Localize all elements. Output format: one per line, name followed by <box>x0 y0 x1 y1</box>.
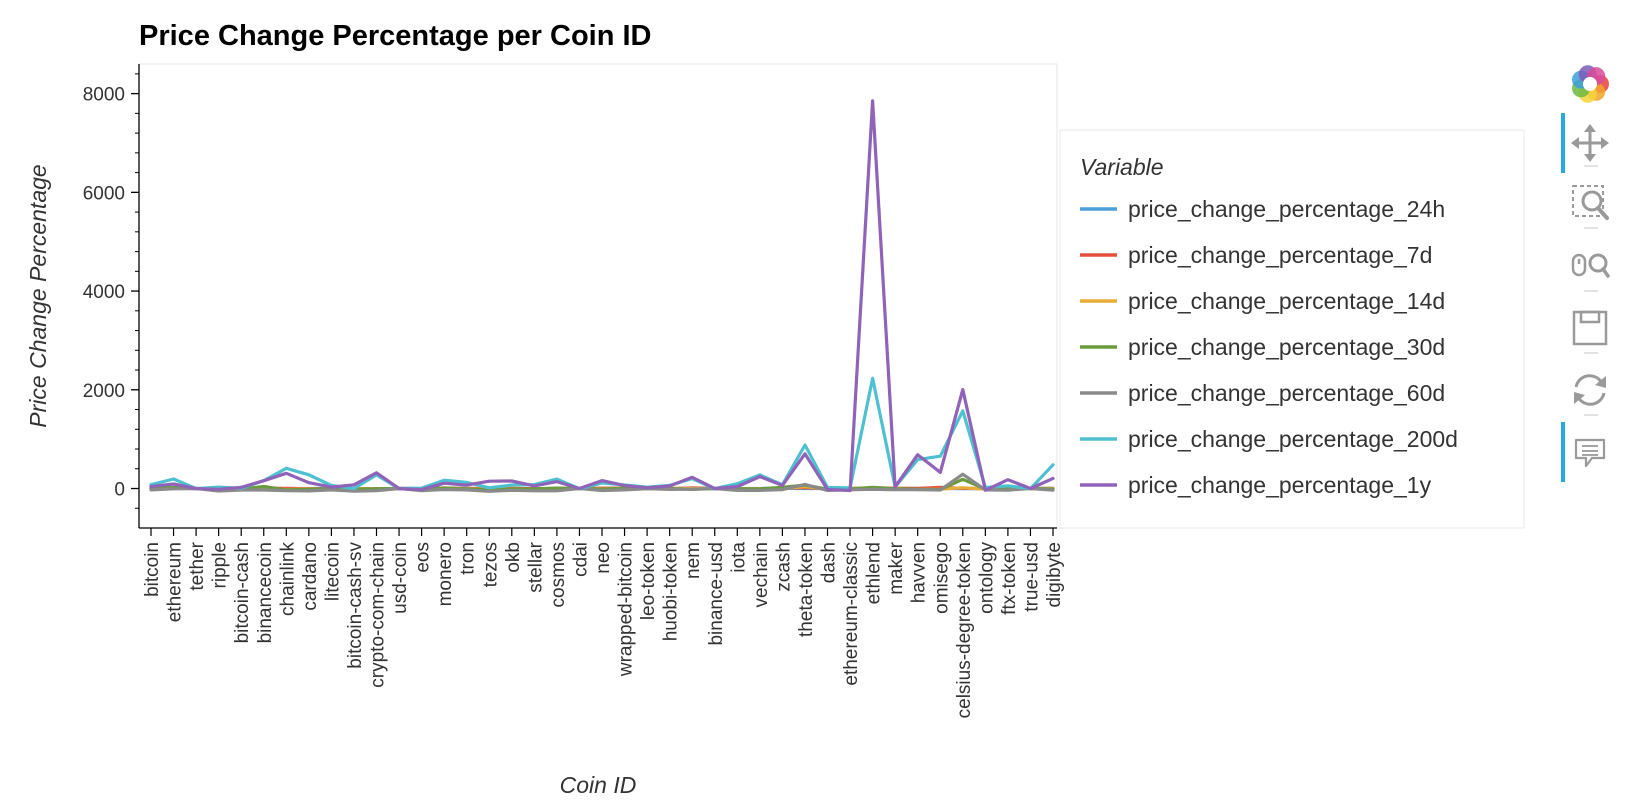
x-tick-label: tezos <box>480 542 501 587</box>
x-tick-label: zcash <box>773 542 794 592</box>
y-tick-label: 6000 <box>83 183 125 204</box>
x-tick-label: ethereum <box>165 542 186 622</box>
legend-label: price_change_percentage_200d <box>1128 426 1458 452</box>
x-tick-label: vechain <box>751 542 772 608</box>
legend-item[interactable]: price_change_percentage_60d <box>1080 380 1445 406</box>
bokeh-logo-icon[interactable] <box>1560 56 1622 112</box>
legend-title: Variable <box>1080 154 1164 180</box>
legend-label: price_change_percentage_60d <box>1128 380 1445 406</box>
x-tick-label: chainlink <box>277 542 298 616</box>
y-axis-label: Price Change Percentage <box>25 164 51 427</box>
x-tick-label: true-usd <box>1021 542 1042 612</box>
x-tick-label: bitcoin-cash <box>232 542 253 643</box>
hover-icon[interactable] <box>1560 414 1622 482</box>
legend-label: price_change_percentage_14d <box>1128 288 1445 314</box>
x-tick-label: ftx-token <box>999 542 1020 615</box>
box-zoom-icon[interactable] <box>1560 165 1622 231</box>
x-tick-label: tron <box>458 542 479 575</box>
x-tick-label: cosmos <box>548 542 569 607</box>
x-tick-label: theta-token <box>796 542 817 637</box>
y-tick-label: 2000 <box>83 381 125 402</box>
x-tick-label: monero <box>435 542 456 606</box>
x-tick-label: maker <box>886 541 907 594</box>
legend-label: price_change_percentage_30d <box>1128 334 1445 360</box>
x-tick-label: iota <box>728 542 749 573</box>
legend-item[interactable]: price_change_percentage_7d <box>1080 242 1432 268</box>
legend-box <box>1059 129 1525 529</box>
legend-label: price_change_percentage_1y <box>1128 472 1432 498</box>
x-tick-label: wrapped-bitcoin <box>616 542 637 677</box>
toolbar <box>1560 56 1622 482</box>
save-icon[interactable] <box>1560 290 1622 356</box>
chart-title: Price Change Percentage per Coin ID <box>139 20 651 52</box>
plot-area[interactable] <box>138 63 1058 529</box>
x-tick-label: stellar <box>525 541 546 592</box>
legend: Variable price_change_percentage_24hpric… <box>1059 129 1525 529</box>
x-axis: bitcoin ethereum tether ripple bitcoin-cash b… <box>139 527 1065 718</box>
y-tick-label: 4000 <box>83 282 125 303</box>
x-tick-label: huobi-token <box>661 542 682 641</box>
pan-icon[interactable] <box>1560 113 1622 173</box>
x-tick-label: ethereum-classic <box>841 542 862 686</box>
x-tick-label: ethlend <box>864 542 885 604</box>
x-tick-label: leo-token <box>638 542 659 620</box>
legend-label: price_change_percentage_24h <box>1128 196 1445 222</box>
x-tick-label: dash <box>819 542 840 583</box>
x-tick-label: neo <box>593 542 614 574</box>
x-tick-label: litecoin <box>322 542 343 601</box>
legend-item[interactable]: price_change_percentage_200d <box>1080 426 1458 452</box>
x-tick-label: cardano <box>300 542 321 611</box>
y-axis: 0 2000 4000 6000 8000 <box>83 64 140 528</box>
x-tick-label: havven <box>909 542 930 603</box>
x-tick-label: tether <box>187 541 208 590</box>
y-tick-label: 0 <box>114 480 125 501</box>
x-tick-label: okb <box>503 542 524 573</box>
legend-item[interactable]: price_change_percentage_24h <box>1080 196 1445 222</box>
wheel-zoom-icon[interactable] <box>1560 227 1622 293</box>
x-tick-label: nem <box>683 542 704 579</box>
x-tick-label: usd-coin <box>390 542 411 614</box>
series-layer <box>149 99 1055 493</box>
y-tick-label: 8000 <box>83 85 125 106</box>
series-line-price_change_percentage_60d[interactable] <box>149 472 1055 493</box>
x-tick-label: binancecoin <box>255 542 276 643</box>
x-tick-label: digibyte <box>1044 542 1065 608</box>
x-tick-label: binance-usd <box>706 542 727 646</box>
x-tick-label: ripple <box>210 542 231 588</box>
legend-item[interactable]: price_change_percentage_30d <box>1080 334 1445 360</box>
x-tick-label: omisego <box>931 542 952 614</box>
x-tick-label: ontology <box>976 542 997 614</box>
x-tick-label: bitcoin <box>142 542 163 597</box>
reset-icon[interactable] <box>1560 352 1622 418</box>
x-tick-label: celsius-degree-token <box>954 542 975 718</box>
legend-item[interactable]: price_change_percentage_14d <box>1080 288 1445 314</box>
x-axis-label: Coin ID <box>560 772 637 798</box>
x-tick-label: bitcoin-cash-sv <box>345 542 366 669</box>
x-tick-label: crypto-com-chain <box>368 542 389 688</box>
x-tick-label: eos <box>413 542 434 573</box>
legend-item[interactable]: price_change_percentage_1y <box>1080 472 1432 498</box>
x-tick-label: cdai <box>570 542 591 577</box>
legend-label: price_change_percentage_7d <box>1128 242 1432 268</box>
series-line-price_change_percentage_1y[interactable] <box>149 99 1055 493</box>
